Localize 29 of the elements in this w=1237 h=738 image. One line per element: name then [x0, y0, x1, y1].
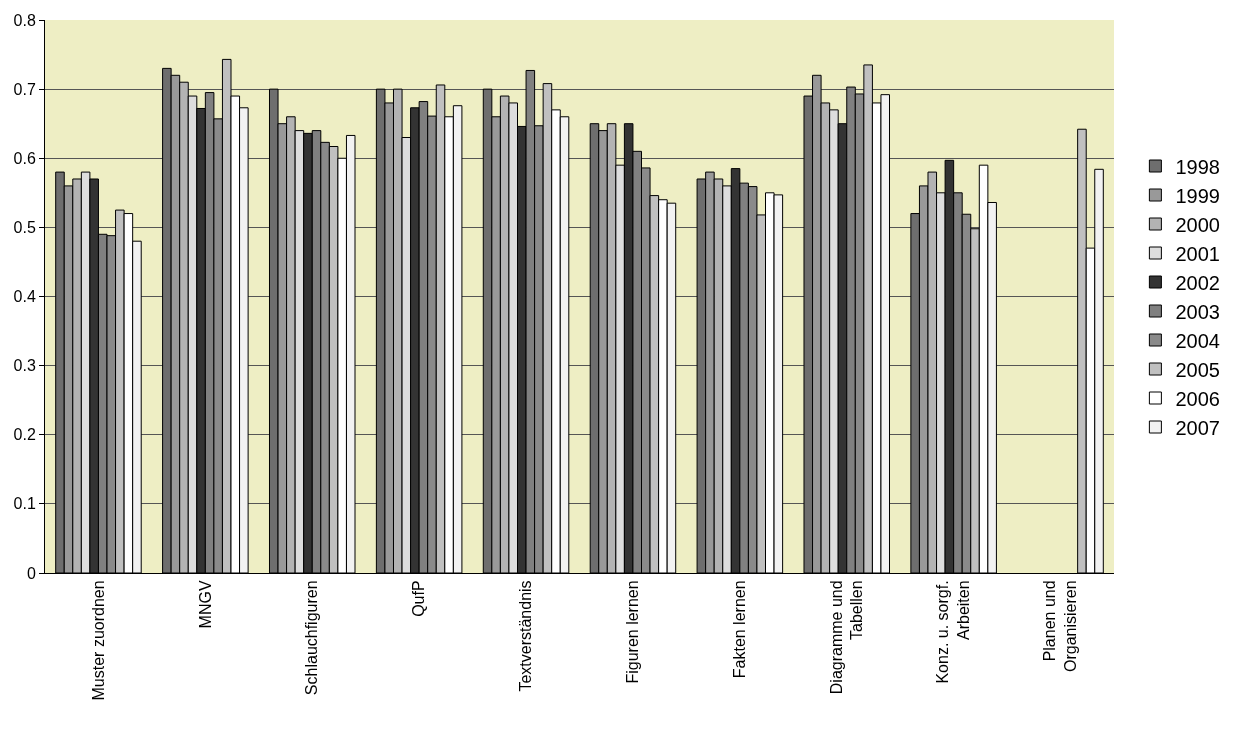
legend-label: 2001 — [1175, 242, 1220, 265]
x-tick-label: Schlauchfiguren — [303, 580, 321, 696]
legend-label: 2002 — [1175, 271, 1220, 294]
x-tick-label: Diagramme und Tabellen — [827, 580, 866, 695]
x-tick-label: MNGV — [196, 580, 214, 629]
legend-label: 1998 — [1175, 155, 1220, 178]
y-tick-label: 0.7 — [13, 80, 36, 98]
legend-label: 2004 — [1175, 329, 1220, 352]
y-tick-label: 0.2 — [13, 426, 36, 444]
legend-label: 2006 — [1175, 387, 1220, 410]
y-tick-label: 0.1 — [13, 495, 36, 513]
y-tick-label: 0.5 — [13, 218, 36, 236]
x-tick-label: Muster zuordnen — [89, 580, 107, 701]
legend-label: 2005 — [1175, 358, 1220, 381]
y-tick-label: 0.3 — [13, 357, 36, 375]
x-tick-label: Konz. u. sorgf. Arbeiten — [934, 580, 973, 684]
x-tick-label: Figuren lernen — [624, 580, 642, 684]
x-tick-label: Planen und Organisieren — [1041, 580, 1080, 673]
x-tick-label: Fakten lernen — [731, 580, 749, 679]
legend-label: 2000 — [1175, 213, 1220, 236]
x-tick-label: Textverständnis — [517, 580, 535, 692]
x-tick-label: QufP — [410, 580, 428, 617]
legend-label: 2007 — [1175, 416, 1220, 439]
legend-label: 2003 — [1175, 300, 1220, 323]
y-tick-label: 0.4 — [13, 288, 36, 306]
y-tick-label: 0.6 — [13, 149, 36, 167]
y-tick-label: 0.8 — [13, 11, 36, 29]
legend-label: 1999 — [1175, 184, 1220, 207]
y-tick-label: 0 — [26, 564, 36, 582]
